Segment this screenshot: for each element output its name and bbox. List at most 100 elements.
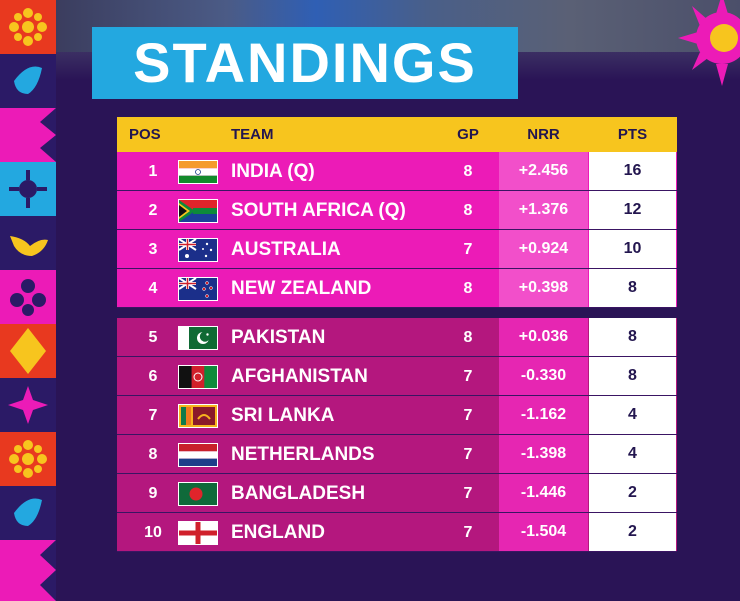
table-row: 1 INDIA (Q) 8 +2.456 16 bbox=[117, 152, 677, 191]
page-title: STANDINGS bbox=[133, 31, 477, 94]
row-team: AFGHANISTAN bbox=[231, 366, 368, 387]
row-pts: 2 bbox=[589, 513, 676, 551]
row-pos: 8 bbox=[148, 446, 158, 463]
row-pts: 8 bbox=[589, 318, 676, 356]
row-nrr: -1.446 bbox=[499, 474, 588, 512]
row-pts: 16 bbox=[589, 152, 676, 190]
table-row: 9 BANGLADESH 7 -1.446 2 bbox=[117, 474, 677, 513]
row-pos: 3 bbox=[148, 241, 158, 258]
sun-icon bbox=[0, 162, 56, 216]
flower-icon bbox=[0, 432, 56, 486]
row-separator bbox=[117, 229, 677, 230]
row-pos: 1 bbox=[148, 163, 158, 180]
row-gp: 7 bbox=[463, 368, 473, 385]
row-separator bbox=[117, 356, 677, 357]
row-nrr: -0.330 bbox=[499, 357, 588, 395]
row-nrr: -1.504 bbox=[499, 513, 588, 551]
table-row: 8 NETHERLANDS 7 -1.398 4 bbox=[117, 435, 677, 474]
group-divider bbox=[117, 308, 677, 318]
table-row: 2 SOUTH AFRICA (Q) 8 +1.376 12 bbox=[117, 191, 677, 230]
row-gp: 8 bbox=[463, 329, 473, 346]
row-gp: 7 bbox=[463, 407, 473, 424]
header-gp: GP bbox=[457, 126, 479, 143]
header-team: TEAM bbox=[231, 126, 274, 143]
header-pts: PTS bbox=[617, 126, 648, 143]
row-gp: 8 bbox=[463, 163, 473, 180]
row-separator bbox=[117, 268, 677, 269]
row-nrr: +0.924 bbox=[499, 230, 588, 268]
header-nrr: NRR bbox=[527, 126, 560, 143]
decorative-pattern-strip bbox=[0, 0, 56, 601]
row-pts: 2 bbox=[589, 474, 676, 512]
petal-icon bbox=[0, 270, 56, 324]
row-nrr: +2.456 bbox=[499, 152, 588, 190]
row-team: PAKISTAN bbox=[231, 327, 326, 348]
table-row: 3 AUSTRALIA 7 +0.924 10 bbox=[117, 230, 677, 269]
row-pos: 5 bbox=[148, 329, 158, 346]
row-separator bbox=[117, 190, 677, 191]
row-gp: 7 bbox=[463, 446, 473, 463]
title-banner: STANDINGS bbox=[92, 27, 518, 99]
row-pos: 7 bbox=[148, 407, 158, 424]
row-pos: 6 bbox=[148, 368, 158, 385]
row-pts: 10 bbox=[589, 230, 676, 268]
header-pos: POS bbox=[129, 126, 161, 143]
row-gp: 7 bbox=[463, 485, 473, 502]
row-pos: 10 bbox=[144, 524, 162, 541]
bangladesh-flag-icon bbox=[178, 482, 218, 506]
netherlands-flag-icon bbox=[178, 443, 218, 467]
table-row: 7 SRI LANKA 7 -1.162 4 bbox=[117, 396, 677, 435]
row-pts: 4 bbox=[589, 396, 676, 434]
australia-flag-icon bbox=[178, 238, 218, 262]
row-pts: 12 bbox=[589, 191, 676, 229]
row-separator bbox=[117, 434, 677, 435]
star-icon bbox=[0, 378, 56, 432]
sun-burst-icon bbox=[678, 0, 740, 86]
row-separator bbox=[117, 512, 677, 513]
row-team: AUSTRALIA bbox=[231, 239, 341, 260]
row-pos: 2 bbox=[148, 202, 158, 219]
row-team: SRI LANKA bbox=[231, 405, 335, 426]
row-nrr: +1.376 bbox=[499, 191, 588, 229]
row-pos: 4 bbox=[148, 280, 158, 297]
row-pos: 9 bbox=[148, 485, 158, 502]
row-gp: 8 bbox=[463, 280, 473, 297]
row-team: NEW ZEALAND bbox=[231, 278, 372, 299]
row-team: INDIA (Q) bbox=[231, 161, 315, 182]
row-separator bbox=[117, 551, 677, 552]
zigzag-icon bbox=[0, 108, 56, 162]
row-team: SOUTH AFRICA (Q) bbox=[231, 200, 406, 221]
zigzag-icon bbox=[0, 540, 56, 601]
row-gp: 7 bbox=[463, 241, 473, 258]
row-pts: 8 bbox=[589, 269, 676, 307]
bird-icon bbox=[0, 216, 56, 270]
diamond-icon bbox=[0, 324, 56, 378]
row-pts: 8 bbox=[589, 357, 676, 395]
row-pts: 4 bbox=[589, 435, 676, 473]
drop-icon bbox=[0, 54, 56, 108]
drop-icon bbox=[0, 486, 56, 540]
row-team: BANGLADESH bbox=[231, 483, 366, 504]
table-row: 4 NEW ZEALAND 8 +0.398 8 bbox=[117, 269, 677, 308]
south-africa-flag-icon bbox=[178, 199, 218, 223]
standings-table: POS TEAM GP NRR PTS 1 INDIA (Q) 8 +2.456 16 2… bbox=[117, 117, 677, 552]
row-nrr: -1.398 bbox=[499, 435, 588, 473]
afghanistan-flag-icon bbox=[178, 365, 218, 389]
table-row: 5 PAKISTAN 8 +0.036 8 bbox=[117, 318, 677, 357]
row-nrr: +0.398 bbox=[499, 269, 588, 307]
india-flag-icon bbox=[178, 160, 218, 184]
row-separator bbox=[117, 473, 677, 474]
pakistan-flag-icon bbox=[178, 326, 218, 350]
row-team: ENGLAND bbox=[231, 522, 325, 543]
table-row: 10 ENGLAND 7 -1.504 2 bbox=[117, 513, 677, 552]
flower-icon bbox=[0, 0, 56, 54]
row-separator bbox=[117, 395, 677, 396]
row-team: NETHERLANDS bbox=[231, 444, 375, 465]
row-gp: 7 bbox=[463, 524, 473, 541]
england-flag-icon bbox=[178, 521, 218, 545]
table-header: POS TEAM GP NRR PTS bbox=[117, 117, 677, 152]
sri-lanka-flag-icon bbox=[178, 404, 218, 428]
new-zealand-flag-icon bbox=[178, 277, 218, 301]
table-row: 6 AFGHANISTAN 7 -0.330 8 bbox=[117, 357, 677, 396]
row-gp: 8 bbox=[463, 202, 473, 219]
